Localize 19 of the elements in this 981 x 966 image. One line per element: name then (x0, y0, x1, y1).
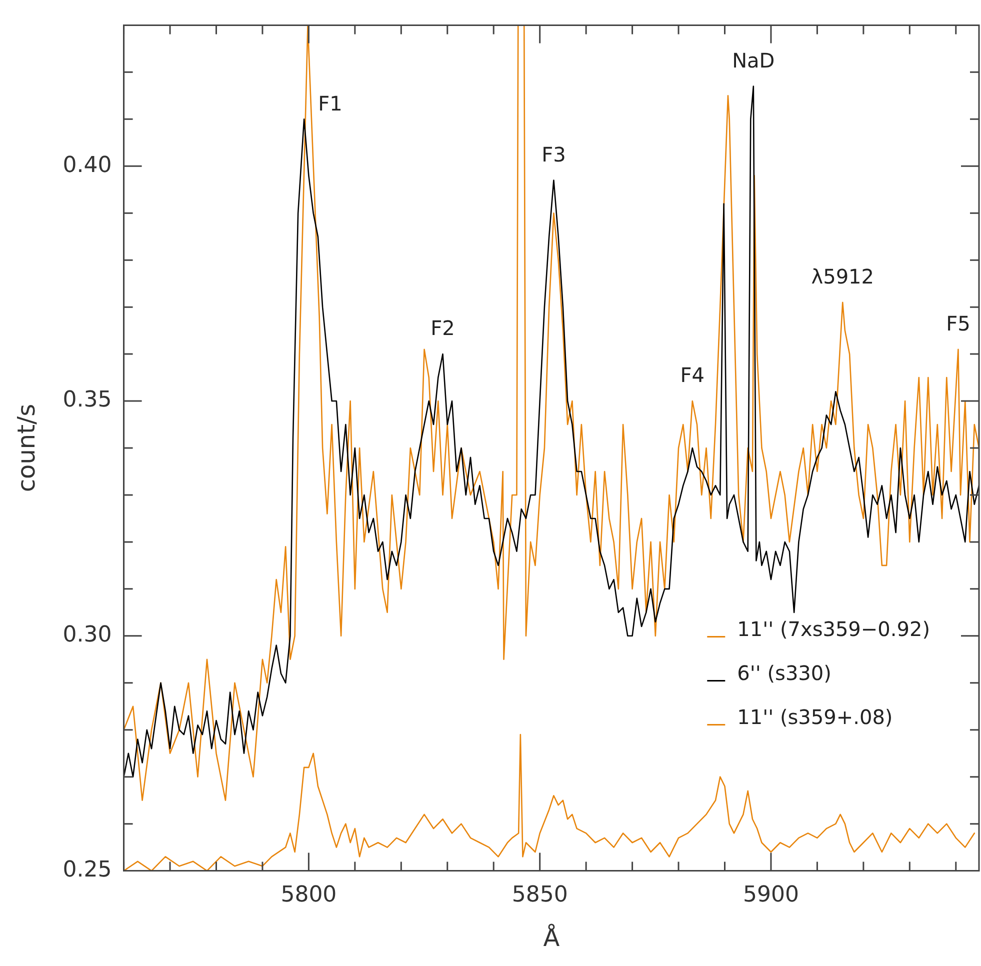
x-tick-label: 5850 (512, 882, 568, 908)
annotation: F5 (946, 312, 970, 336)
annotation: F2 (430, 316, 455, 340)
y-tick-label: 0.25 (62, 858, 112, 883)
x-tick-label: 5800 (280, 882, 337, 908)
annotation: F4 (680, 363, 705, 388)
legend-label: 11'' (s359+.08) (737, 705, 893, 730)
legend-label: 6'' (s330) (737, 661, 832, 686)
y-tick-label: 0.30 (62, 622, 112, 648)
annotation: NaD (732, 48, 775, 72)
annotation: F1 (318, 91, 342, 116)
y-tick-label: 0.40 (62, 152, 112, 178)
x-tick-label: 5900 (742, 882, 799, 908)
x-axis-title: Å (543, 922, 560, 952)
legend-label: 11'' (7xs359−0.92) (737, 617, 930, 642)
annotation: λ5912 (811, 264, 874, 289)
y-tick-label: 0.35 (62, 388, 112, 413)
y-axis-title: count/s (12, 404, 41, 492)
annotation: F3 (542, 142, 566, 166)
